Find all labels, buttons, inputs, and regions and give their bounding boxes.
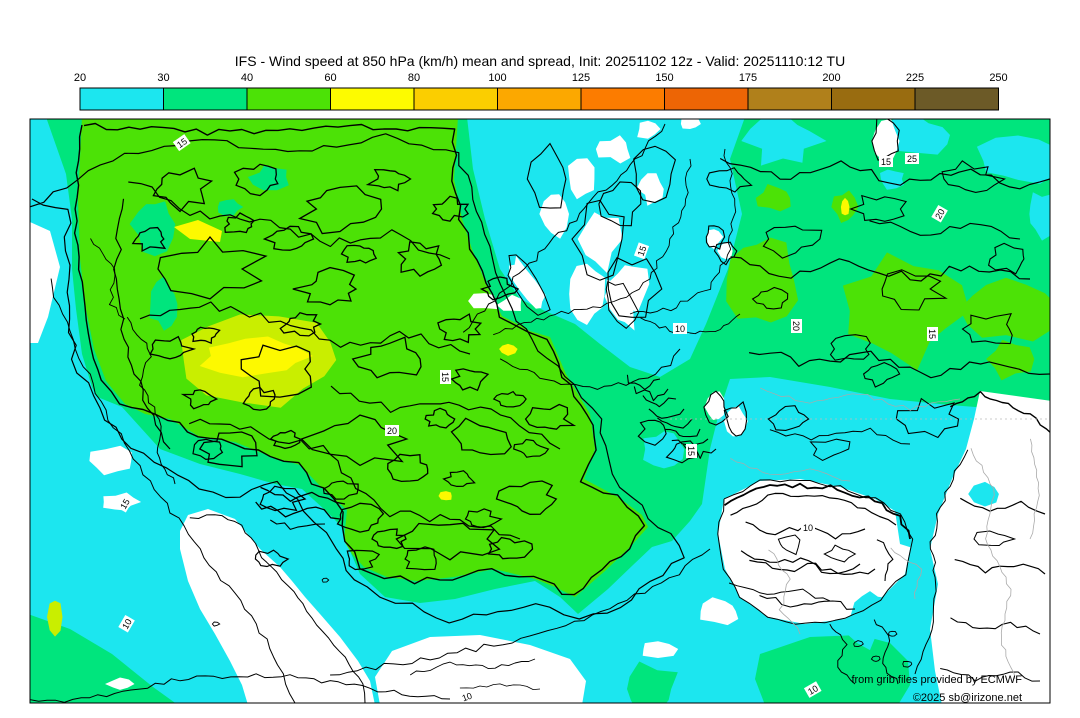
svg-text:125: 125 xyxy=(572,72,590,84)
svg-text:15: 15 xyxy=(175,136,189,150)
svg-text:20: 20 xyxy=(74,72,86,84)
svg-text:10: 10 xyxy=(806,683,820,697)
svg-text:25: 25 xyxy=(907,154,917,164)
svg-text:250: 250 xyxy=(989,72,1007,84)
svg-text:225: 225 xyxy=(906,72,924,84)
svg-text:175: 175 xyxy=(739,72,757,84)
svg-text:15: 15 xyxy=(881,157,891,167)
svg-text:20: 20 xyxy=(933,207,947,221)
svg-text:15: 15 xyxy=(636,245,649,258)
svg-text:15: 15 xyxy=(118,497,132,511)
svg-text:20: 20 xyxy=(791,321,801,331)
svg-text:10: 10 xyxy=(120,617,134,631)
svg-text:15: 15 xyxy=(440,372,450,382)
svg-text:20: 20 xyxy=(387,426,397,436)
svg-text:10: 10 xyxy=(675,324,685,334)
svg-text:60: 60 xyxy=(324,72,336,84)
svg-text:15: 15 xyxy=(686,446,696,456)
svg-text:IFS - Wind speed at 850 hPa (k: IFS - Wind speed at 850 hPa (km/h) mean … xyxy=(235,53,845,69)
svg-text:15: 15 xyxy=(927,329,937,339)
svg-text:from grib files provided by EC: from grib files provided by ECMWF xyxy=(851,674,1022,686)
svg-text:©2025 sb@irizone.net: ©2025 sb@irizone.net xyxy=(913,692,1022,704)
svg-text:30: 30 xyxy=(157,72,169,84)
svg-text:10: 10 xyxy=(461,691,474,704)
svg-text:100: 100 xyxy=(488,72,506,84)
svg-text:40: 40 xyxy=(241,72,253,84)
svg-text:80: 80 xyxy=(408,72,420,84)
svg-text:150: 150 xyxy=(655,72,673,84)
svg-text:10: 10 xyxy=(803,523,813,533)
svg-text:200: 200 xyxy=(822,72,840,84)
